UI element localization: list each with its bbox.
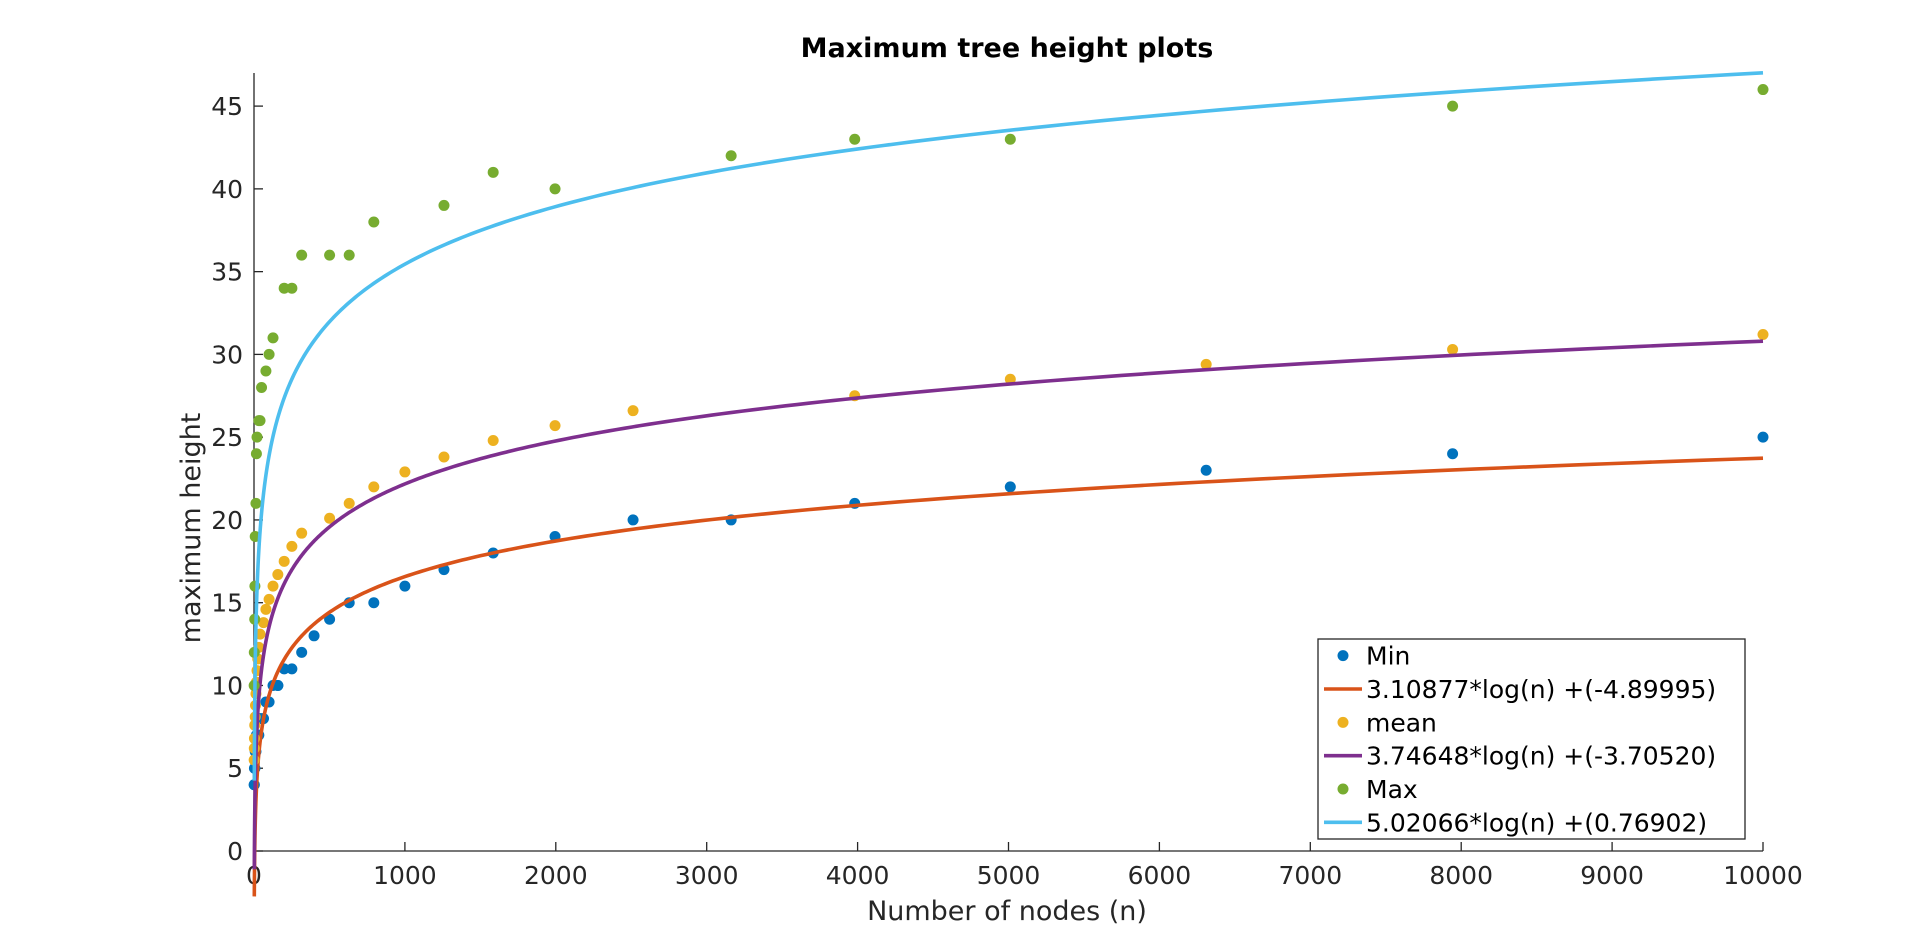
max-point [1004,133,1016,145]
mean-point [267,580,279,592]
mean-point [272,569,284,581]
mean-point [296,527,308,539]
min-point [286,663,298,675]
max-point [250,497,262,509]
max-point [1757,84,1769,96]
x-tick-label: 6000 [1128,861,1192,890]
x-tick-label: 1000 [373,861,437,890]
y-tick-label: 35 [211,258,243,287]
y-tick-label: 5 [227,754,243,783]
max-point [260,365,272,377]
mean-point [1447,343,1459,355]
legend-label-2: mean [1366,708,1437,737]
legend-label-0: Min [1366,642,1410,671]
y-tick-label: 10 [211,671,243,700]
min-point [1447,448,1459,460]
mean-point [324,512,336,524]
min-point [368,597,380,609]
mean-point [627,405,639,417]
mean-point [278,555,290,567]
legend: Min 3.10877*log(n) +(-4.89995) mean 3.74648… [1317,638,1746,840]
y-tick-label: 40 [211,175,243,204]
legend-label-1: 3.10877*log(n) +(-4.89995) [1366,675,1716,704]
legend-label-4: Max [1366,775,1418,804]
max-point [256,382,268,394]
min-point [399,580,411,592]
y-axis-label: maximum height [176,413,207,644]
legend-marker-2 [1337,716,1349,728]
min-point [1004,481,1016,493]
mean-point [263,593,275,605]
legend-box [1317,638,1746,840]
fit-line-5 [252,71,1764,781]
mean-point [343,497,355,509]
max-point [267,332,279,344]
x-tick-label: 7000 [1278,861,1342,890]
y-tick-label: 30 [211,340,243,369]
plot-area: 0 1000 2000 3000 4000 5000 6000 7000 8000 9000 100… [211,71,1803,898]
x-tick-label: 9000 [1580,861,1644,890]
max-point [549,183,561,195]
x-tick-label: 4000 [826,861,890,890]
max-point [849,133,861,145]
legend-label-3: 3.74648*log(n) +(-3.70520) [1366,742,1716,771]
mean-point [487,434,499,446]
y-tick-label: 25 [211,423,243,452]
legend-label-5: 5.02066*log(n) +(0.76902) [1366,808,1707,837]
max-point [250,448,262,460]
mean-point [1757,329,1769,341]
mean-point [368,481,380,493]
max-point [278,282,290,294]
min-point [296,646,308,658]
y-tick-label: 0 [227,837,243,866]
legend-marker-4 [1337,783,1349,795]
fit-line-3 [252,339,1764,870]
max-point [725,150,737,162]
legend-marker-0 [1337,650,1349,662]
y-tick-label: 20 [211,506,243,535]
min-point [1757,431,1769,443]
max-point [343,249,355,261]
x-tick-label: 5000 [977,861,1041,890]
max-point [1447,100,1459,112]
mean-point [438,451,450,463]
max-point [254,415,266,427]
max-point [324,249,336,261]
mean-point [1200,358,1212,370]
min-point [308,630,320,642]
mean-point [286,540,298,552]
min-point [627,514,639,526]
min-point [324,613,336,625]
min-point [1200,464,1212,476]
max-point [296,249,308,261]
mean-point [399,466,411,478]
max-point [487,166,499,178]
x-axis-label: Number of nodes (n) [867,896,1147,927]
mean-point [258,617,270,629]
max-point [438,199,450,211]
mean-point [260,603,272,615]
x-tick-label: 8000 [1429,861,1493,890]
max-point [368,216,380,228]
x-tick-label: 10000 [1723,861,1803,890]
max-point [286,282,298,294]
x-tick-label: 3000 [675,861,739,890]
y-tick-label: 45 [211,92,243,121]
y-tick-label: 15 [211,589,243,618]
max-point [251,431,263,443]
chart-title: Maximum tree height plots [801,33,1214,64]
x-tick-label: 2000 [524,861,588,890]
mean-point [549,420,561,432]
max-point [263,348,275,360]
